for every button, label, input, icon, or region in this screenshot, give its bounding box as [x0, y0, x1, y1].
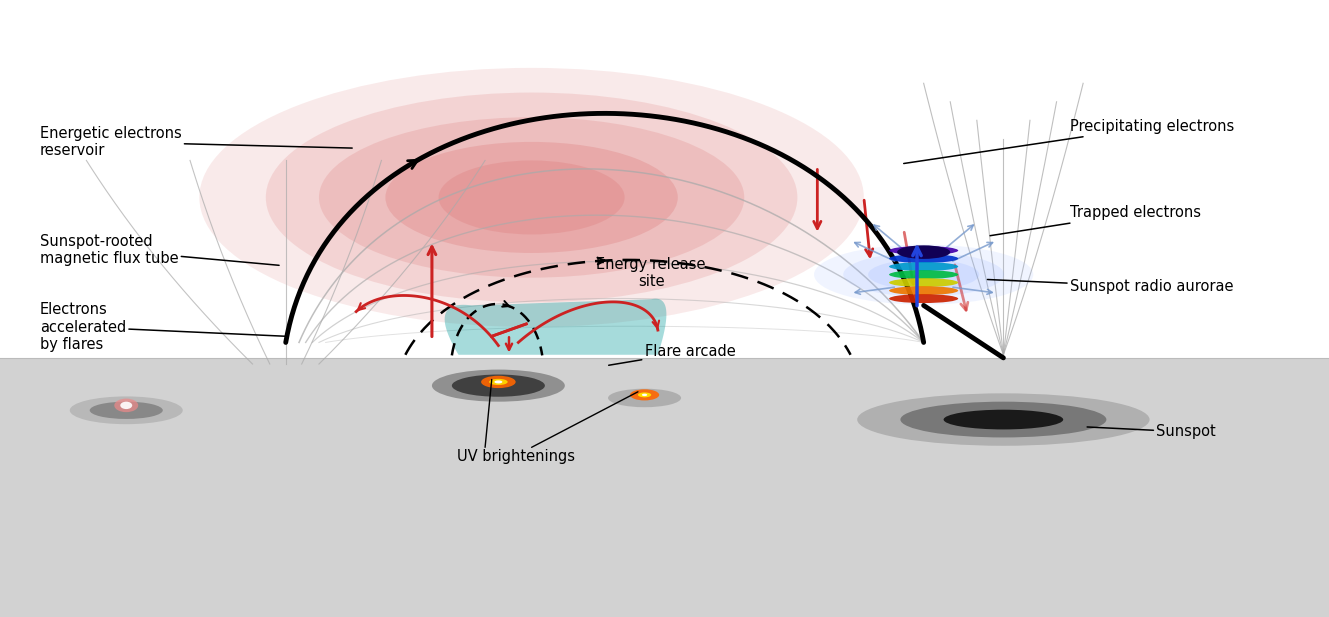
Text: Trapped electrons: Trapped electrons [990, 205, 1201, 236]
Ellipse shape [89, 402, 162, 419]
Ellipse shape [889, 262, 958, 271]
Text: Energy release
site: Energy release site [597, 257, 706, 289]
Ellipse shape [199, 68, 864, 327]
Ellipse shape [489, 379, 508, 385]
Text: Energetic electrons
reservoir: Energetic electrons reservoir [40, 126, 352, 158]
Ellipse shape [638, 392, 651, 397]
Ellipse shape [266, 93, 797, 302]
Ellipse shape [630, 389, 659, 400]
Text: Sunspot: Sunspot [1087, 424, 1216, 439]
Ellipse shape [889, 294, 958, 303]
Ellipse shape [120, 402, 132, 409]
Ellipse shape [868, 259, 979, 290]
Ellipse shape [889, 278, 958, 287]
Ellipse shape [889, 270, 958, 279]
Text: Sunspot radio aurorae: Sunspot radio aurorae [987, 280, 1233, 294]
Text: Sunspot-rooted
magnetic flux tube: Sunspot-rooted magnetic flux tube [40, 234, 279, 266]
Ellipse shape [889, 286, 958, 295]
Ellipse shape [944, 410, 1063, 429]
Ellipse shape [843, 252, 1005, 297]
Ellipse shape [114, 399, 138, 412]
Text: Electrons
accelerated
by flares: Electrons accelerated by flares [40, 302, 286, 352]
Ellipse shape [69, 397, 183, 424]
Ellipse shape [813, 244, 1033, 305]
Ellipse shape [642, 394, 647, 396]
Text: Precipitating electrons: Precipitating electrons [904, 119, 1235, 164]
Polygon shape [0, 358, 1329, 617]
Ellipse shape [607, 389, 680, 407]
Ellipse shape [857, 394, 1150, 445]
Ellipse shape [439, 160, 625, 234]
Ellipse shape [889, 254, 958, 263]
Ellipse shape [385, 142, 678, 253]
Polygon shape [445, 299, 666, 355]
Ellipse shape [319, 117, 744, 278]
Ellipse shape [897, 246, 950, 259]
Ellipse shape [481, 376, 516, 388]
Ellipse shape [494, 380, 502, 384]
Ellipse shape [452, 375, 545, 397]
Text: Flare arcade: Flare arcade [609, 344, 735, 365]
Ellipse shape [901, 402, 1106, 437]
Text: UV brightenings: UV brightenings [457, 449, 574, 464]
Ellipse shape [432, 370, 565, 402]
Ellipse shape [889, 246, 958, 255]
